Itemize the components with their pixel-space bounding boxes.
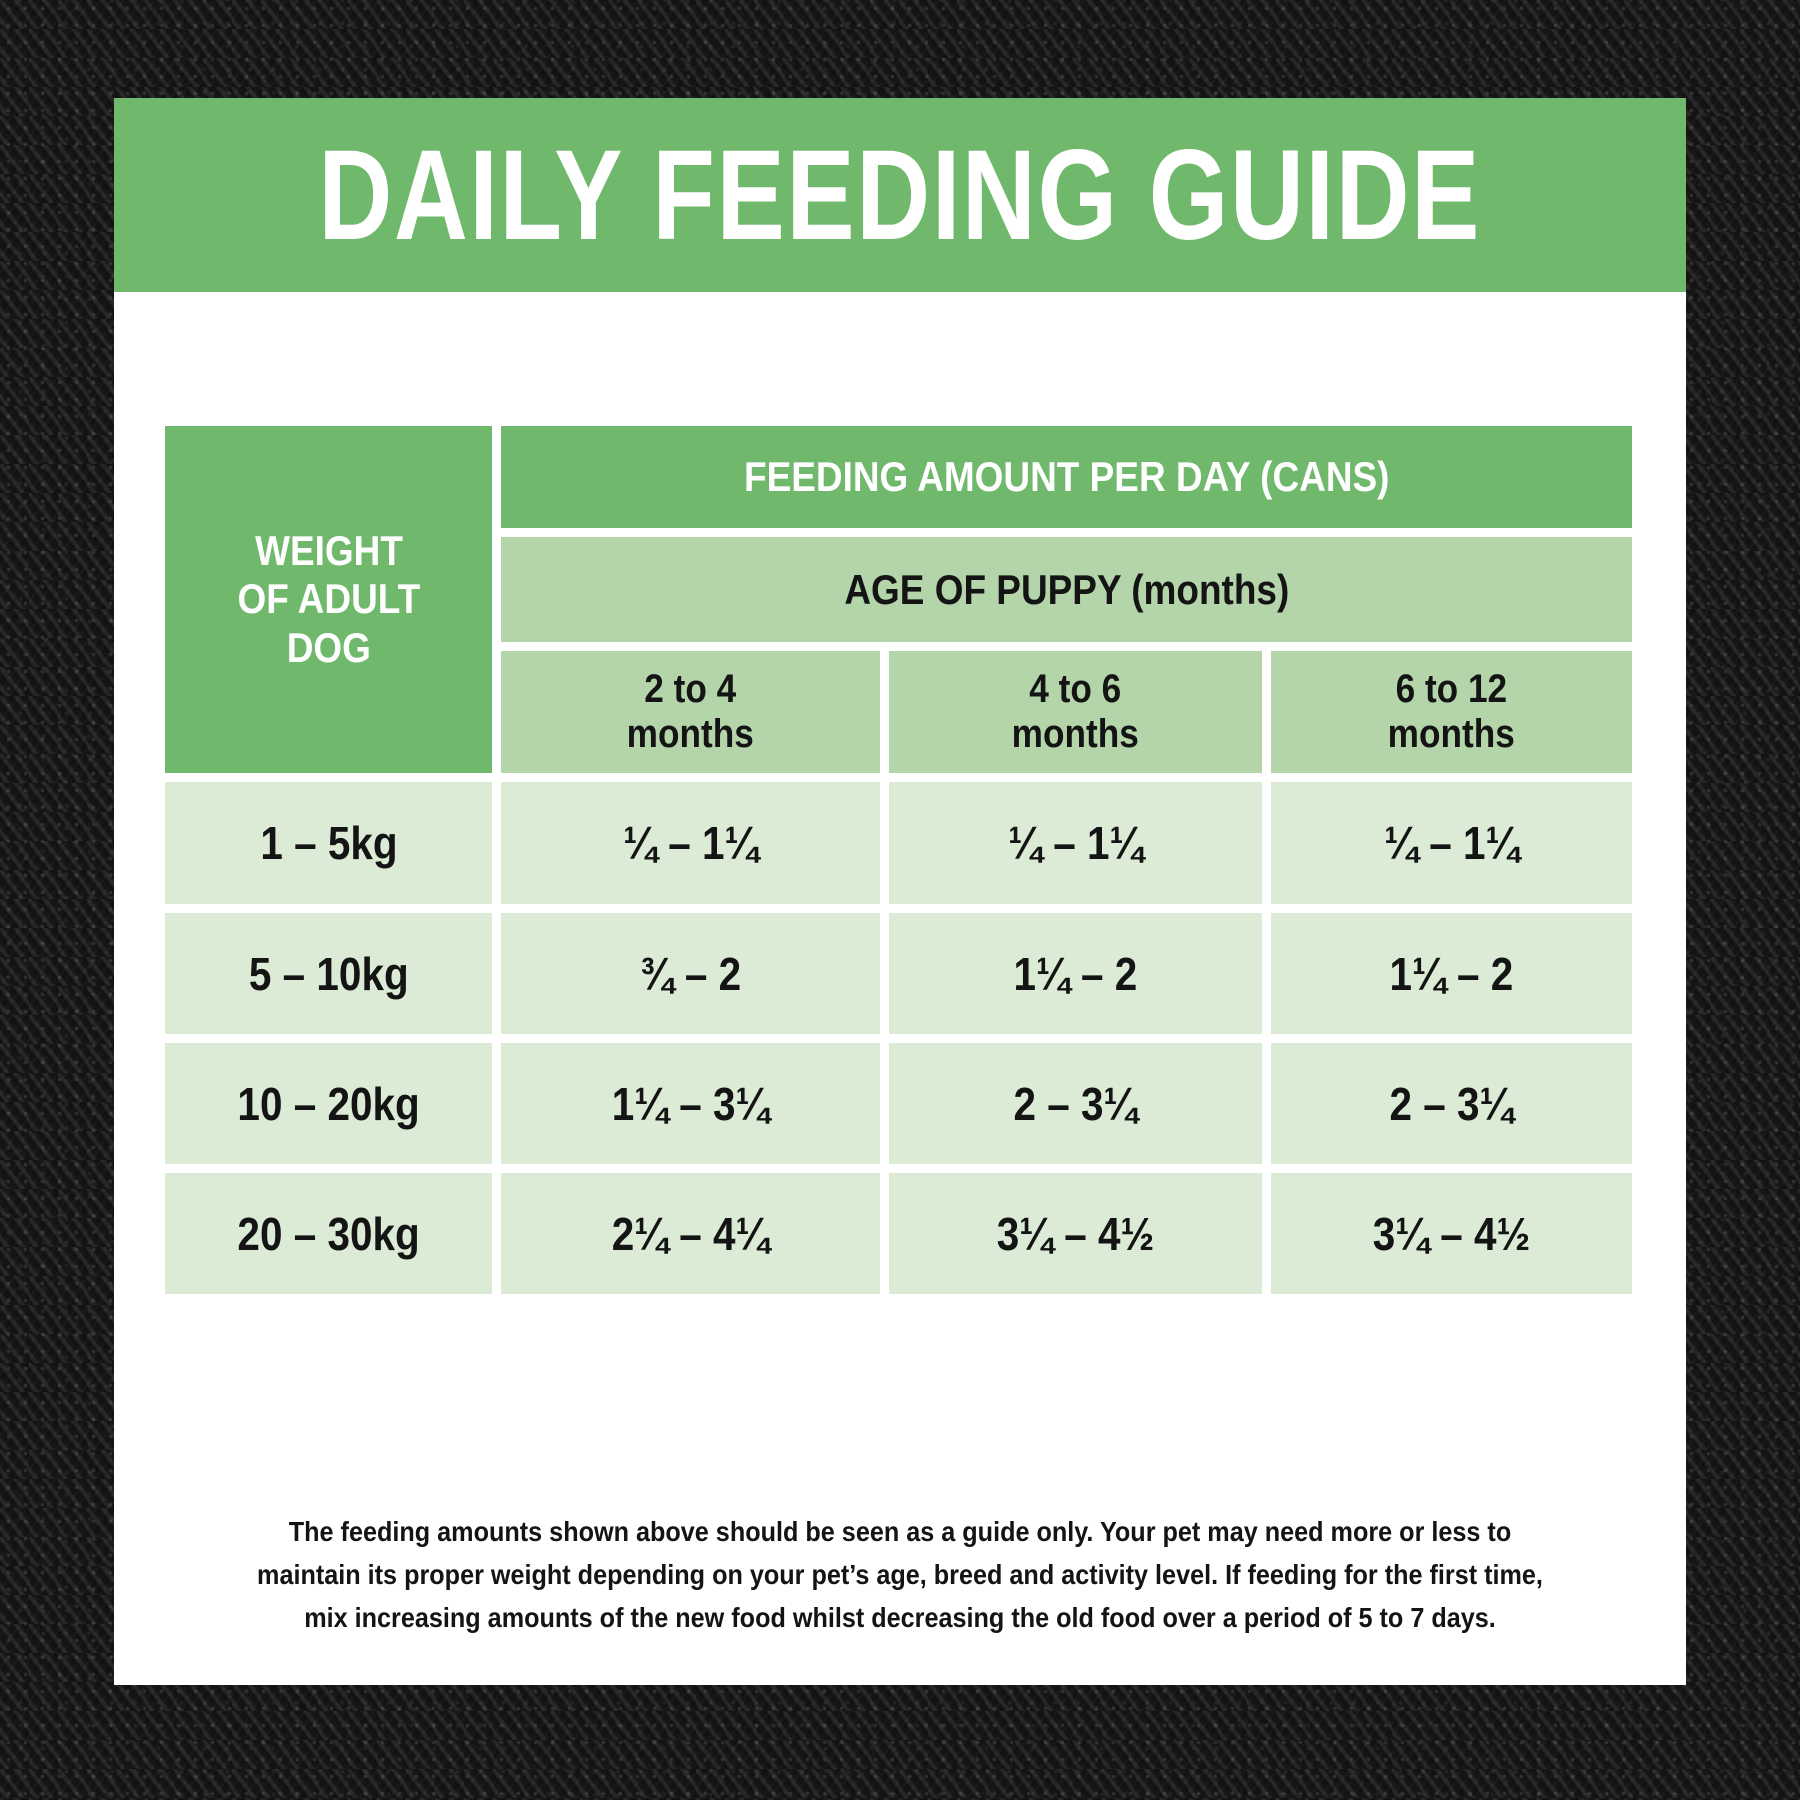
value-cell: ¼ – 1¼ [889, 782, 1262, 904]
weight-label-1-5kg: 1 – 5kg [165, 782, 492, 904]
feeding-guide-card: DAILY FEEDING GUIDE WEIGHT OF ADULT DOG … [114, 98, 1686, 1685]
column-header-2-to-4-months: 2 to 4 months [501, 651, 880, 773]
column-header-4-to-6-months: 4 to 6 months [889, 651, 1262, 773]
column-header-line: months [1387, 712, 1516, 756]
value-cell: ¼ – 1¼ [1271, 782, 1632, 904]
column-header-line: months [1011, 712, 1140, 756]
value-text: 2 – 3¼ [1389, 1077, 1514, 1130]
value-cell: 3¼ – 4½ [1271, 1173, 1632, 1294]
weight-label-text: 5 – 10kg [248, 947, 409, 1000]
footnote-line: maintain its proper weight depending on … [257, 1559, 1543, 1590]
corner-header-weight-of-adult-dog: WEIGHT OF ADULT DOG [165, 426, 492, 773]
value-cell: 2 – 3¼ [889, 1043, 1262, 1164]
feeding-table: WEIGHT OF ADULT DOG FEEDING AMOUNT PER D… [165, 426, 1632, 1294]
corner-header-line: OF ADULT [237, 575, 420, 623]
column-header-line: months [626, 712, 755, 756]
value-text: 1¼ – 3¼ [611, 1077, 770, 1130]
value-text: ¼ – 1¼ [622, 817, 759, 869]
corner-header-line: DOG [286, 623, 371, 671]
value-text: ¼ – 1¼ [1007, 817, 1144, 869]
value-cell: 2¼ – 4¼ [501, 1173, 880, 1294]
page-title: DAILY FEEDING GUIDE [318, 123, 1482, 267]
value-cell: 2 – 3¼ [1271, 1043, 1632, 1164]
value-text: 1¼ – 2 [1389, 947, 1514, 1000]
column-header-line: 4 to 6 [1029, 667, 1122, 712]
sub-header-age-of-puppy: AGE OF PUPPY (months) [501, 537, 1632, 642]
sub-header-label: AGE OF PUPPY (months) [844, 565, 1289, 613]
value-text: 3¼ – 4½ [996, 1207, 1155, 1260]
value-cell: ¾ – 2 [501, 913, 880, 1034]
top-header-label: FEEDING AMOUNT PER DAY (CANS) [743, 453, 1390, 500]
weight-label-text: 20 – 30kg [237, 1207, 420, 1260]
header-banner: DAILY FEEDING GUIDE [114, 98, 1686, 292]
weight-label-text: 10 – 20kg [237, 1077, 420, 1130]
value-text: 2¼ – 4¼ [611, 1207, 770, 1260]
column-header-line: 6 to 12 [1395, 667, 1508, 712]
value-cell: 1¼ – 2 [889, 913, 1262, 1034]
weight-label-10-20kg: 10 – 20kg [165, 1043, 492, 1164]
column-header-6-to-12-months: 6 to 12 months [1271, 651, 1632, 773]
weight-label-text: 1 – 5kg [259, 817, 398, 869]
corner-header-line: WEIGHT [254, 527, 403, 575]
value-cell: 1¼ – 3¼ [501, 1043, 880, 1164]
value-text: ¾ – 2 [639, 947, 742, 1000]
footnote-line: mix increasing amounts of the new food w… [304, 1602, 1496, 1633]
value-text: 1¼ – 2 [1013, 947, 1138, 1000]
top-header-feeding-amount: FEEDING AMOUNT PER DAY (CANS) [501, 426, 1632, 528]
weight-label-5-10kg: 5 – 10kg [165, 913, 492, 1034]
footnote: The feeding amounts shown above should b… [114, 1510, 1686, 1639]
value-cell: ¼ – 1¼ [501, 782, 880, 904]
value-cell: 3¼ – 4½ [889, 1173, 1262, 1294]
column-header-line: 2 to 4 [644, 667, 737, 712]
value-cell: 1¼ – 2 [1271, 913, 1632, 1034]
footnote-line: The feeding amounts shown above should b… [288, 1516, 1512, 1547]
value-text: ¼ – 1¼ [1383, 817, 1520, 869]
value-text: 3¼ – 4½ [1372, 1207, 1531, 1260]
value-text: 2 – 3¼ [1013, 1077, 1138, 1130]
weight-label-20-30kg: 20 – 30kg [165, 1173, 492, 1294]
